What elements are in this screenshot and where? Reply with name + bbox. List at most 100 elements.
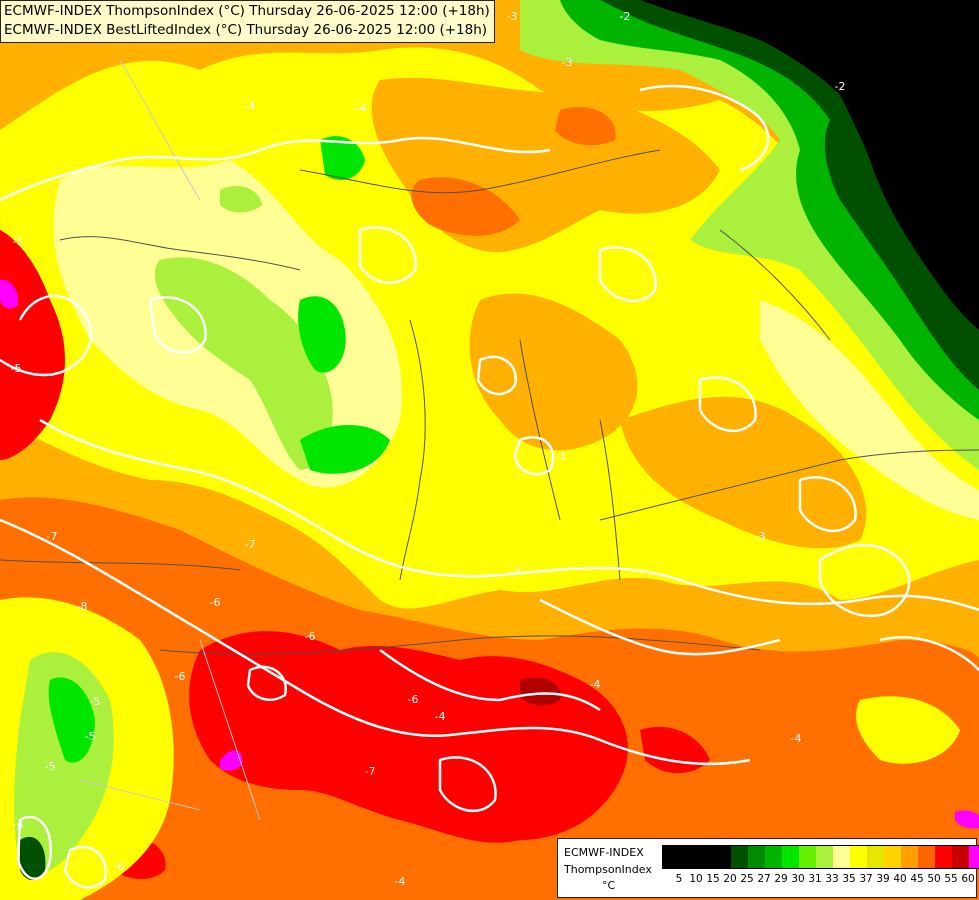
contour-label: -4: [13, 818, 24, 831]
legend-swatch: [901, 846, 918, 868]
legend-swatch: [935, 846, 952, 868]
field-red-east: [640, 726, 710, 774]
legend-tick: 39: [876, 873, 890, 885]
contour-label: -8: [77, 600, 88, 613]
contour-label: -6: [114, 860, 125, 873]
contour-label: -4: [395, 875, 406, 888]
contour-label: -6: [305, 630, 316, 643]
legend-swatch: [799, 846, 816, 868]
legend-swatch: [697, 846, 714, 868]
legend-tick: 37: [859, 873, 873, 885]
legend-swatch: [714, 846, 731, 868]
legend-swatch: [918, 846, 935, 868]
field-green-sw: [48, 677, 95, 763]
country-borders: [0, 149, 979, 655]
legend-tick: 25: [740, 873, 754, 885]
contour-label: -2: [620, 10, 631, 23]
field-magenta-3: [955, 810, 979, 829]
contour-label: -5: [85, 730, 96, 743]
legend-swatch: [765, 846, 782, 868]
color-legend: ECMWF-INDEX ThompsonIndex °C 5 10 15 20 25 27…: [557, 838, 979, 898]
contour-label: -6: [210, 596, 221, 609]
contour-label: -3: [755, 530, 766, 543]
field-green-west-inner2: [300, 425, 390, 474]
field-magenta-2: [220, 750, 243, 771]
field-black-ne: [640, 0, 979, 330]
field-red-west: [0, 230, 65, 460]
field-green-west-inner: [298, 296, 346, 373]
legend-color-bar: [662, 845, 979, 869]
contour-labels: -3 -2 -3 -5 -5 -3 -4 -4 -5 -7 -6 -7 -8 -…: [11, 10, 846, 888]
legend-swatch: [782, 846, 799, 868]
legend-tick: 50: [927, 873, 941, 885]
contour-label: -4: [356, 102, 367, 115]
legend-tick: 31: [808, 873, 822, 885]
legend-tick: 29: [774, 873, 788, 885]
legend-tick: 55: [944, 873, 958, 885]
lifted-index-contours: [0, 84, 979, 889]
legend-swatch: [833, 846, 850, 868]
contour-label: -2: [835, 80, 846, 93]
legend-tick: 45: [910, 873, 924, 885]
legend-tick: 35: [842, 873, 856, 885]
contour-label: -3: [507, 10, 518, 23]
legend-tick: 60: [961, 873, 975, 885]
contour-label: -6: [175, 670, 186, 683]
legend-swatch: [663, 846, 680, 868]
field-dark-orange-north: [411, 177, 520, 236]
field-light-yellow-east: [760, 300, 979, 520]
contour-label: -4: [590, 678, 601, 691]
legend-swatch: [884, 846, 901, 868]
legend-unit: °C: [602, 879, 616, 892]
contour-label: -6: [408, 693, 419, 706]
field-green-west: [154, 257, 333, 470]
map-title-box: ECMWF-INDEX ThompsonIndex (°C) Thursday …: [0, 0, 495, 43]
legend-model: ECMWF-INDEX: [564, 846, 644, 859]
legend-tick: 30: [791, 873, 805, 885]
contour-label: -7: [365, 765, 376, 778]
field-red-south: [189, 631, 628, 843]
legend-tick: 40: [893, 873, 907, 885]
field-green-north: [320, 136, 365, 180]
legend-tick: 10: [689, 873, 703, 885]
field-dark-green-sw: [20, 836, 46, 881]
contour-label: -7: [245, 538, 256, 551]
field-yellow-se: [856, 696, 960, 764]
contour-label: -3: [510, 565, 521, 578]
contour-label: -7: [47, 530, 58, 543]
contour-label: -5: [11, 362, 22, 375]
contour-label: -3: [555, 450, 566, 463]
contour-label: -5: [13, 235, 24, 248]
map-title-bestlifted: ECMWF-INDEX BestLiftedIndex (°C) Thursda…: [4, 22, 488, 38]
contour-label: -4: [435, 710, 446, 723]
field-dark-red-south: [520, 677, 561, 706]
legend-swatch: [952, 846, 969, 868]
contour-label: -4: [245, 100, 256, 113]
legend-tick: 33: [825, 873, 839, 885]
map-title-thompson: ECMWF-INDEX ThompsonIndex (°C) Thursday …: [4, 3, 490, 19]
legend-swatch: [680, 846, 697, 868]
legend-swatch: [867, 846, 884, 868]
legend-tick: 27: [757, 873, 771, 885]
field-orange-east: [620, 396, 867, 549]
field-lime-north: [220, 185, 262, 213]
legend-tick-labels: 5 10 15 20 25 27 29 30 31 33 35 37 39 40 45 50 55 60: [662, 873, 979, 887]
legend-tick: 20: [723, 873, 737, 885]
legend-swatch: [850, 846, 867, 868]
legend-swatch: [748, 846, 765, 868]
legend-variable: ThompsonIndex: [564, 863, 652, 876]
legend-swatch: [731, 846, 748, 868]
field-magenta-1: [0, 279, 19, 309]
country-borders-light: [79, 59, 261, 821]
legend-tick: 5: [675, 873, 683, 885]
contour-label: -4: [791, 732, 802, 745]
legend-tick: 15: [706, 873, 720, 885]
contour-label: -3: [562, 56, 573, 69]
contour-label: -5: [45, 760, 56, 773]
field-orange-mid: [469, 293, 638, 451]
legend-swatch: [816, 846, 833, 868]
contour-label: -5: [90, 695, 101, 708]
legend-swatch: [969, 846, 979, 868]
